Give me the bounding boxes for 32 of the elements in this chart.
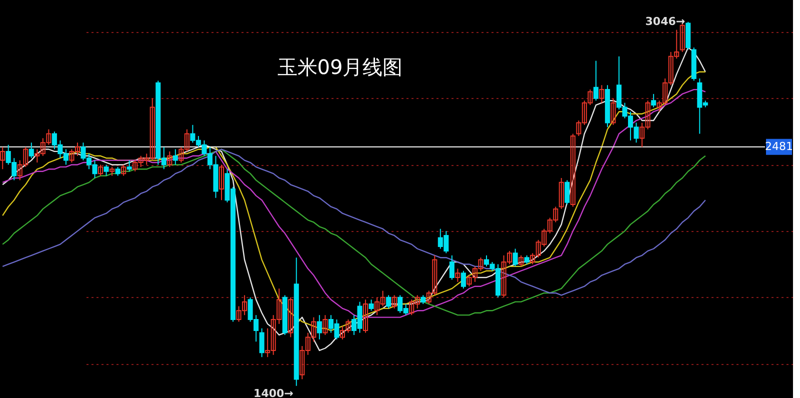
candlestick <box>593 60 598 102</box>
candlestick <box>518 254 524 267</box>
candlestick <box>564 180 570 206</box>
annotation: 3046→ <box>645 14 686 28</box>
candlestick <box>126 160 132 172</box>
candlestick <box>172 148 178 166</box>
candlestick <box>512 248 518 267</box>
candlestick <box>599 84 604 104</box>
candlestick <box>392 294 397 309</box>
candlestick <box>455 268 460 282</box>
candlestick <box>460 270 466 290</box>
candlestick <box>449 254 454 280</box>
candlestick <box>167 150 172 168</box>
candlestick <box>121 164 126 176</box>
candlestick <box>316 314 322 340</box>
candlestick <box>104 164 109 176</box>
candlestick <box>558 177 564 210</box>
candlestick <box>218 164 224 201</box>
candlestick <box>28 142 34 159</box>
candlestick <box>259 328 264 358</box>
candlestick <box>570 133 576 208</box>
candlestick <box>386 294 392 309</box>
candlestick <box>288 296 294 338</box>
candlestick <box>98 164 104 176</box>
candlestick <box>651 93 656 108</box>
candlestick <box>0 146 6 170</box>
candlestick <box>322 314 328 336</box>
candlestick <box>363 299 368 334</box>
annotation: 1400→ <box>254 386 294 398</box>
candlestick <box>610 98 616 126</box>
text: 玉米09月线图 <box>277 55 403 79</box>
candlestick <box>368 299 374 312</box>
